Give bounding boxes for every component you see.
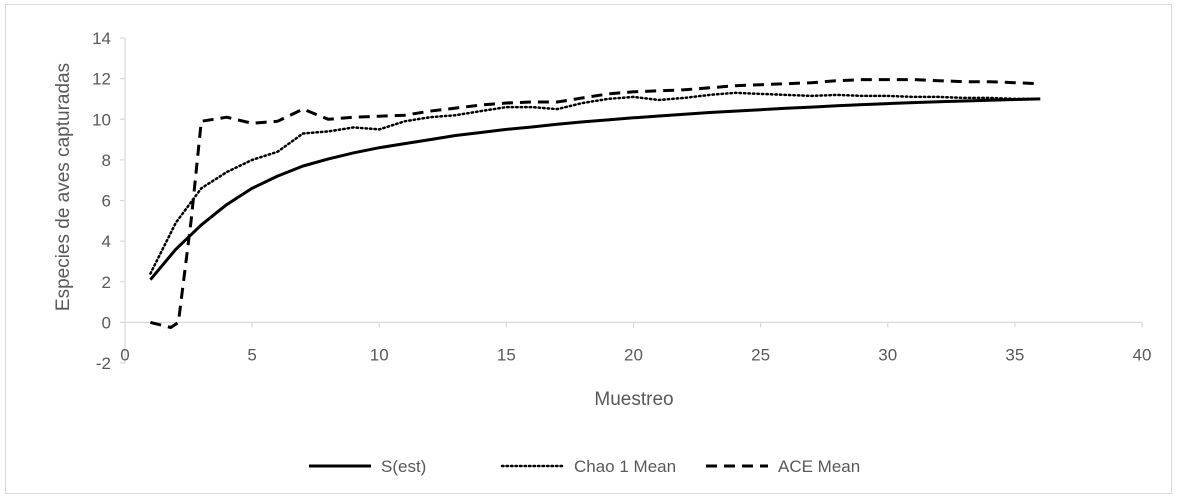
x-tick-label-3: 15 bbox=[497, 345, 516, 364]
legend-label-1: Chao 1 Mean bbox=[574, 457, 676, 476]
y-tick-label-2: 2 bbox=[102, 273, 111, 292]
series-line-chao-1-mean bbox=[149, 91, 1042, 275]
x-tick-label-1: 5 bbox=[247, 345, 256, 364]
x-tick-label-2: 10 bbox=[370, 345, 389, 364]
y-tick-label-7: 12 bbox=[92, 70, 111, 89]
x-tick-label-5: 25 bbox=[751, 345, 770, 364]
y-tick-label-8: 14 bbox=[92, 29, 111, 48]
x-tick-label-4: 20 bbox=[624, 345, 643, 364]
y-tick-label-3: 4 bbox=[102, 232, 111, 251]
legend-label-2: ACE Mean bbox=[778, 457, 860, 476]
y-tick-label-1: 0 bbox=[102, 313, 111, 332]
x-tick-label-8: 40 bbox=[1133, 345, 1152, 364]
x-tick-label-7: 35 bbox=[1005, 345, 1024, 364]
y-tick-label-5: 8 bbox=[102, 151, 111, 170]
x-tick-label-6: 30 bbox=[878, 345, 897, 364]
series-line-ace-mean bbox=[150, 78, 1041, 329]
y-axis-title: Especies de aves capturadas bbox=[53, 63, 74, 311]
axes-layer: -2 0 2 4 6 8 10 12 14 0 5 10 15 20 25 30 35 40 bbox=[92, 29, 1151, 373]
x-tick-label-0: 0 bbox=[120, 345, 129, 364]
line-chart: -2 0 2 4 6 8 10 12 14 0 5 10 15 20 25 30 35 40 Especies d… bbox=[53, 29, 1151, 476]
series-layer bbox=[149, 78, 1042, 329]
y-tick-label-0: -2 bbox=[96, 354, 111, 373]
x-axis-title: Muestreo bbox=[594, 389, 673, 410]
y-tick-label-4: 6 bbox=[102, 192, 111, 211]
legend: S(est) Chao 1 Mean ACE Mean bbox=[309, 457, 860, 476]
series-line-s-est bbox=[149, 97, 1041, 281]
y-tick-label-6: 10 bbox=[92, 110, 111, 129]
legend-label-0: S(est) bbox=[381, 457, 426, 476]
chart-frame: -2 0 2 4 6 8 10 12 14 0 5 10 15 20 25 30 35 40 Especies d… bbox=[5, 4, 1172, 494]
